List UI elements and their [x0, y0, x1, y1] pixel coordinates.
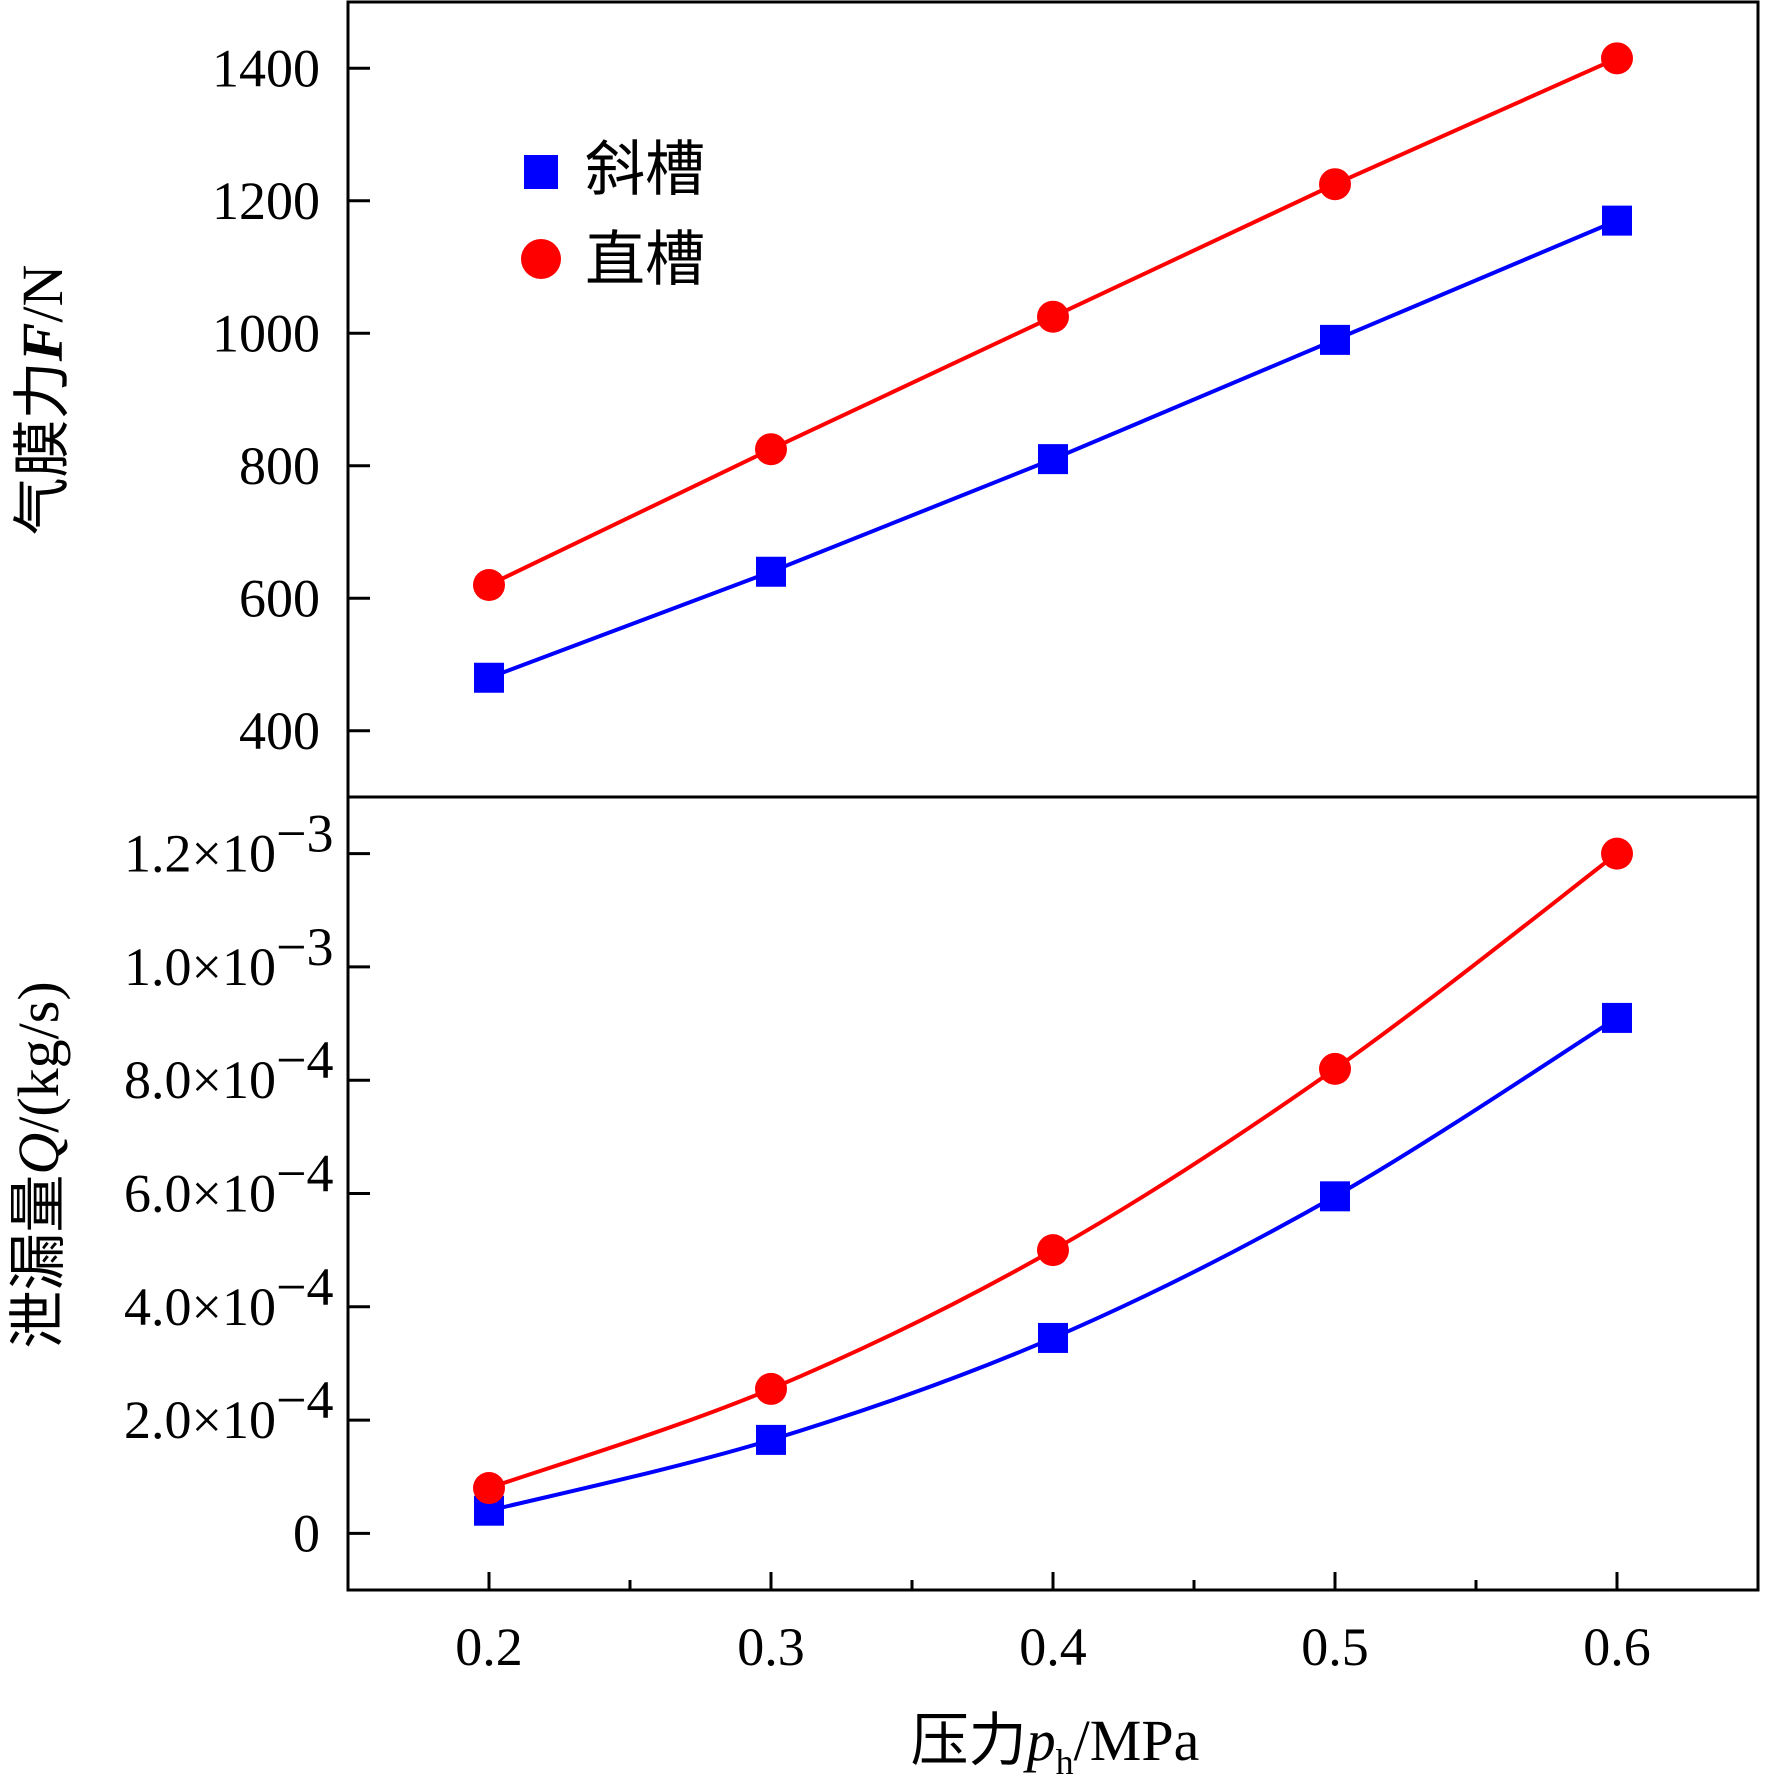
top-point-square [756, 556, 786, 587]
legend: 斜槽 直槽 [521, 137, 705, 293]
x-tick-label: 0.5 [1301, 1617, 1369, 1677]
bottom-y-tick-exponent: −4 [276, 1370, 333, 1430]
top-y-tick-label: 600 [239, 568, 320, 628]
top-y-tick-label: 800 [239, 436, 320, 496]
bottom-y-tick-exponent: −4 [276, 1257, 333, 1317]
top-y-tick-label: 1200 [212, 171, 320, 231]
bottom-point-square [1038, 1322, 1068, 1353]
bottom-series-line-circle [488, 852, 1619, 1490]
bottom-panel-frame [346, 795, 1760, 1592]
bottom-y-tick-label: 1.0×10 [124, 937, 276, 997]
bottom-y-tick-label: 8.0×10 [124, 1050, 276, 1110]
bottom-y-tick-label: 1.2×10 [124, 824, 276, 884]
top-y-axis-title: 气膜力F/N [10, 265, 75, 536]
top-point-square [1038, 444, 1068, 475]
bottom-y-tick-exponent: −4 [276, 1144, 333, 1204]
top-point-circle [473, 569, 505, 601]
series-layer [473, 42, 1633, 1526]
legend-marker-slanted-groove [524, 155, 558, 189]
top-point-square [474, 662, 504, 693]
x-tick-label: 0.4 [1019, 1617, 1087, 1677]
bottom-point-square [1602, 1002, 1632, 1033]
bottom-panel: 02.0×10 −44.0×10 −46.0×10 −48.0×10 −41.0×10−… [124, 804, 370, 1563]
top-point-square [1602, 205, 1632, 236]
bottom-point-circle [1037, 1234, 1069, 1267]
legend-marker-straight-groove [521, 239, 561, 279]
bottom-y-tick-label: 2.0×10 [124, 1390, 276, 1450]
top-point-square [1320, 324, 1350, 355]
bottom-y-tick-label: 0 [293, 1503, 320, 1563]
top-y-tick-label: 1000 [212, 303, 320, 363]
top-y-tick-label: 1400 [212, 38, 320, 98]
bottom-point-square [1320, 1181, 1350, 1212]
top-y-tick-label: 400 [239, 701, 320, 761]
x-tick-label: 0.3 [737, 1617, 805, 1677]
bottom-y-tick-exponent: −3 [276, 917, 333, 977]
x-axis-title: 压力ph/MPa [911, 1708, 1200, 1782]
bottom-point-square [756, 1424, 786, 1455]
bottom-point-circle [1601, 837, 1633, 870]
x-tick-label: 0.2 [455, 1617, 523, 1677]
bottom-y-tick-exponent: −3 [276, 804, 333, 864]
top-point-circle [755, 433, 787, 466]
top-point-circle [1601, 42, 1633, 75]
top-panel: 400 600 800 1000 1200 1400 [212, 38, 370, 761]
bottom-y-axis-title: 泄漏量Q/(kg/s) [6, 981, 71, 1348]
top-point-circle [1037, 300, 1069, 333]
x-axis: 0.2 0.3 0.4 0.5 0.6 [455, 1572, 1651, 1677]
bottom-y-tick-label: 6.0×10 [124, 1164, 276, 1224]
top-point-circle [1319, 168, 1351, 201]
top-panel-frame [346, 0, 1760, 799]
bottom-point-circle [473, 1472, 505, 1505]
legend-label-straight-groove: 直槽 [585, 227, 705, 293]
legend-label-slanted-groove: 斜槽 [585, 137, 705, 203]
bottom-y-tick-exponent: −4 [276, 1030, 333, 1090]
x-tick-label: 0.6 [1583, 1617, 1651, 1677]
bottom-point-circle [755, 1372, 787, 1405]
bottom-point-circle [1319, 1052, 1351, 1085]
bottom-y-tick-label: 4.0×10 [124, 1277, 276, 1337]
